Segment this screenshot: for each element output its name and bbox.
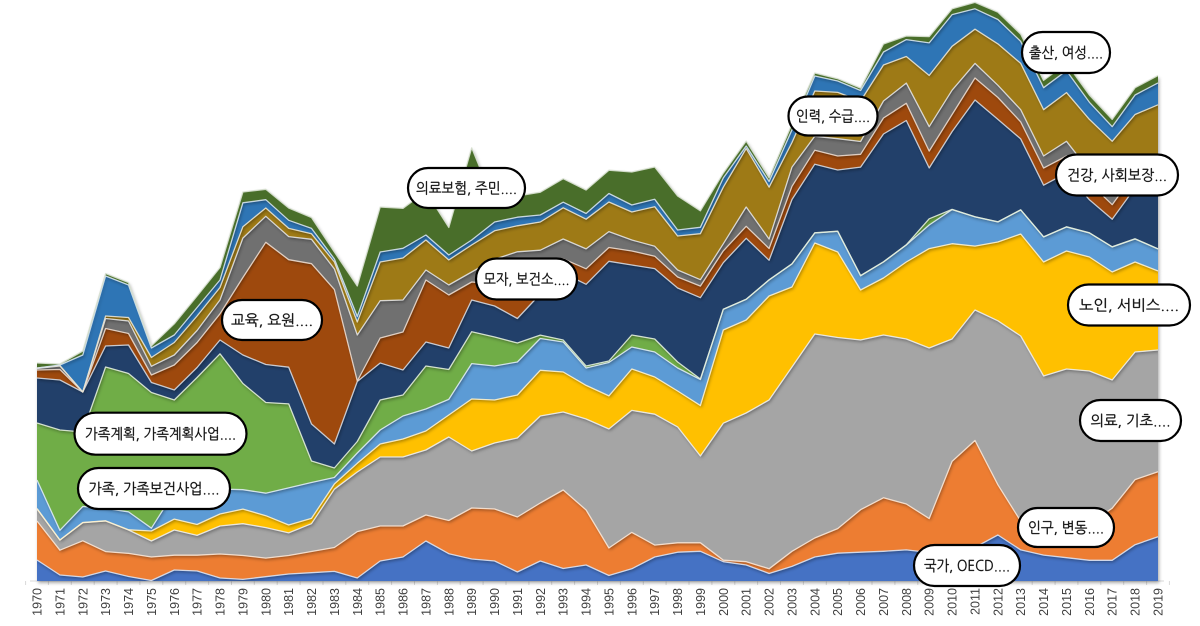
svg-text:2008: 2008 (900, 588, 914, 616)
svg-text:1999: 1999 (694, 588, 708, 616)
svg-text:2017: 2017 (1106, 588, 1120, 616)
svg-text:2007: 2007 (877, 588, 891, 616)
svg-text:1977: 1977 (191, 588, 205, 616)
svg-text:2002: 2002 (763, 588, 777, 616)
svg-text:2013: 2013 (1014, 588, 1028, 616)
svg-text:1976: 1976 (168, 588, 182, 616)
svg-text:2004: 2004 (808, 588, 822, 616)
svg-text:1996: 1996 (625, 588, 639, 616)
svg-text:1992: 1992 (534, 588, 548, 616)
svg-text:1994: 1994 (580, 588, 594, 616)
svg-text:2018: 2018 (1129, 588, 1143, 616)
svg-text:1993: 1993 (557, 588, 571, 616)
svg-text:1983: 1983 (328, 588, 342, 616)
svg-text:1989: 1989 (465, 588, 479, 616)
svg-text:1985: 1985 (374, 588, 388, 616)
svg-text:2011: 2011 (969, 588, 983, 615)
svg-text:1986: 1986 (397, 588, 411, 616)
svg-text:1979: 1979 (236, 588, 250, 616)
svg-text:2001: 2001 (740, 588, 754, 616)
svg-text:1998: 1998 (671, 588, 685, 616)
svg-text:1970: 1970 (31, 588, 45, 616)
svg-text:1971: 1971 (53, 588, 67, 616)
svg-text:1973: 1973 (99, 588, 113, 616)
svg-text:2019: 2019 (1152, 588, 1166, 616)
svg-text:1972: 1972 (76, 588, 90, 616)
svg-text:1988: 1988 (442, 588, 456, 616)
svg-text:2015: 2015 (1060, 588, 1074, 616)
svg-text:1978: 1978 (214, 588, 228, 616)
svg-text:1974: 1974 (122, 588, 136, 616)
svg-text:2006: 2006 (854, 588, 868, 616)
svg-text:1980: 1980 (259, 588, 273, 616)
svg-text:1991: 1991 (511, 588, 525, 616)
svg-text:2009: 2009 (923, 588, 937, 616)
svg-text:1990: 1990 (488, 588, 502, 616)
svg-text:1984: 1984 (351, 588, 365, 616)
svg-text:2003: 2003 (786, 588, 800, 616)
svg-text:2016: 2016 (1083, 588, 1097, 616)
svg-text:2012: 2012 (991, 588, 1005, 616)
svg-text:2005: 2005 (831, 588, 845, 616)
svg-text:2000: 2000 (717, 588, 731, 616)
svg-text:1975: 1975 (145, 588, 159, 616)
svg-text:2014: 2014 (1037, 588, 1051, 616)
svg-text:2010: 2010 (946, 588, 960, 616)
svg-text:1981: 1981 (282, 588, 296, 616)
svg-text:1995: 1995 (602, 588, 616, 616)
svg-text:1982: 1982 (305, 588, 319, 616)
svg-text:1987: 1987 (419, 588, 433, 616)
svg-text:1997: 1997 (648, 588, 662, 616)
